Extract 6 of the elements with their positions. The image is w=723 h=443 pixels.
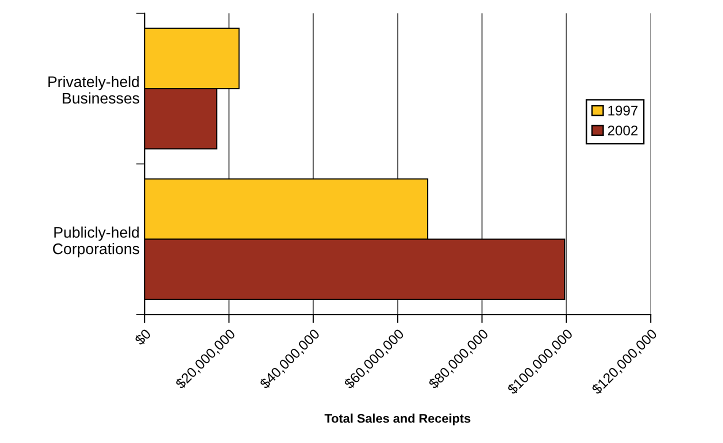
x-axis-title: Total Sales and Receipts — [324, 414, 470, 426]
x-tick-label: $0 — [134, 328, 152, 346]
legend-label: 1997 — [608, 106, 638, 116]
legend-label: 2002 — [608, 126, 638, 136]
y-tick-label: Privately-held Businesses — [48, 76, 140, 104]
y-tick-label: Publicly-held Corporations — [53, 226, 140, 258]
